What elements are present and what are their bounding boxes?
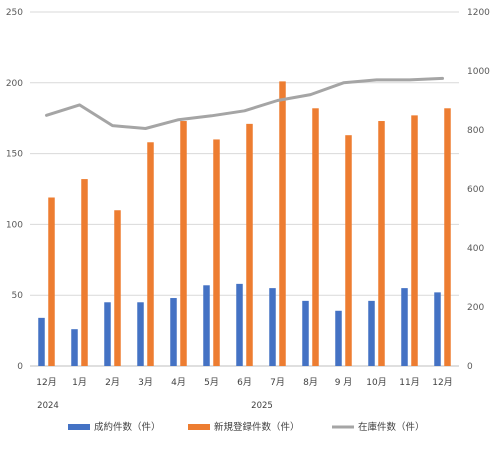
bar-new-listings xyxy=(279,81,286,366)
bar-closed-deals xyxy=(38,317,45,366)
bar-closed-deals xyxy=(335,310,342,366)
y-right-tick-label: 400 xyxy=(467,244,484,254)
bar-closed-deals xyxy=(434,292,441,366)
bar-closed-deals xyxy=(236,283,243,366)
bar-closed-deals xyxy=(137,302,144,366)
bar-new-listings xyxy=(48,197,55,366)
bar-closed-deals xyxy=(401,288,408,366)
x-year-label: 2024 xyxy=(37,401,59,411)
legend-swatch xyxy=(68,424,90,430)
y-right-tick-label: 0 xyxy=(467,362,473,372)
y-left-tick-label: 0 xyxy=(17,362,23,372)
y-right-tick-label: 1000 xyxy=(467,67,490,77)
bar-new-listings xyxy=(411,115,418,366)
y-left-tick-label: 150 xyxy=(6,150,23,160)
y-left-tick-label: 250 xyxy=(6,8,23,18)
x-category-label: 4月 xyxy=(171,377,186,388)
x-category-label: 1月 xyxy=(72,377,87,388)
bar-closed-deals xyxy=(170,298,177,366)
x-category-label: 12月 xyxy=(36,377,56,388)
y-left-tick-label: 100 xyxy=(6,220,23,230)
legend-label: 在庫件数（件） xyxy=(358,421,425,433)
bar-closed-deals xyxy=(368,300,375,366)
x-category-label: 10月 xyxy=(366,377,386,388)
bar-closed-deals xyxy=(104,302,111,366)
y-right-tick-label: 600 xyxy=(467,185,484,195)
x-category-label: 3月 xyxy=(138,377,153,388)
bar-new-listings xyxy=(378,121,385,366)
x-category-label: 6月 xyxy=(237,377,252,388)
x-category-label: 5月 xyxy=(204,377,219,388)
x-category-label: 11月 xyxy=(399,377,419,388)
bar-new-listings xyxy=(180,121,187,366)
x-year-label: 2025 xyxy=(251,401,273,411)
y-left-tick-label: 50 xyxy=(12,291,24,301)
bar-new-listings xyxy=(147,142,154,366)
inventory-line xyxy=(45,76,444,130)
y-right-tick-label: 1200 xyxy=(467,8,490,18)
bar-new-listings xyxy=(114,210,121,366)
x-category-label: 12月 xyxy=(432,377,452,388)
y-right-tick-label: 800 xyxy=(467,126,484,136)
x-category-label: 9 月 xyxy=(335,377,353,388)
bar-new-listings xyxy=(81,179,88,366)
bar-new-listings xyxy=(246,123,253,366)
bar-new-listings xyxy=(312,108,319,367)
bar-new-listings xyxy=(213,139,220,366)
x-category-label: 7月 xyxy=(270,377,285,388)
y-left-tick-label: 200 xyxy=(6,79,23,89)
bar-closed-deals xyxy=(269,288,276,366)
legend-label: 新規登録件数（件） xyxy=(214,421,300,433)
bar-new-listings xyxy=(444,108,451,367)
bar-new-listings xyxy=(345,135,352,366)
legend-label: 成約件数（件） xyxy=(94,421,161,433)
bar-closed-deals xyxy=(302,300,309,366)
x-category-label: 8月 xyxy=(303,377,318,388)
y-right-tick-label: 200 xyxy=(467,303,484,313)
bar-closed-deals xyxy=(71,329,78,366)
bar-closed-deals xyxy=(203,285,210,366)
x-category-label: 2月 xyxy=(105,377,120,388)
legend-swatch xyxy=(188,424,210,430)
